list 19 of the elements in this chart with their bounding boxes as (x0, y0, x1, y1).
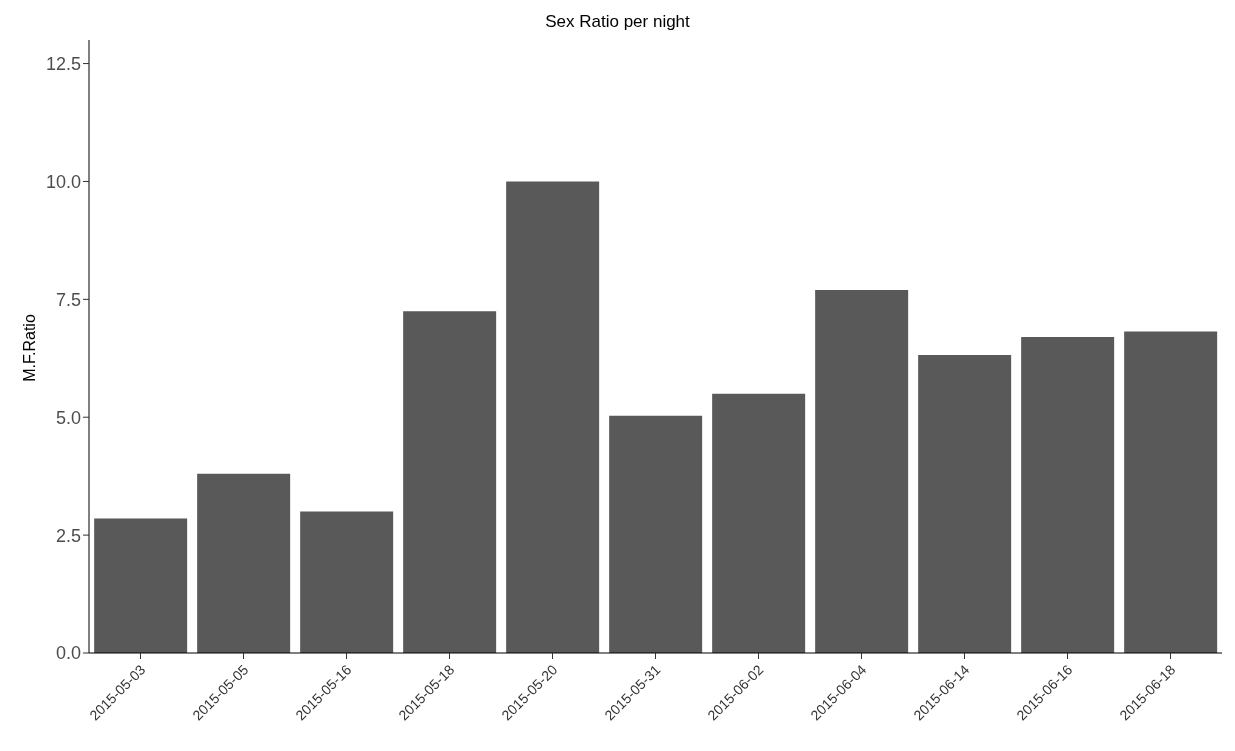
bar (609, 415, 703, 653)
bar (1124, 331, 1218, 653)
bar (918, 354, 1012, 653)
chart-title: Sex Ratio per night (544, 12, 691, 32)
bar (197, 473, 291, 653)
bar (815, 289, 909, 653)
bar (506, 181, 600, 653)
y-tick-label: 0.0 (55, 643, 81, 664)
y-tick-label: 10.0 (45, 171, 81, 192)
y-tick-label: 5.0 (55, 407, 81, 428)
bar (712, 393, 806, 653)
y-tick-label: 2.5 (55, 525, 81, 546)
bar (1021, 337, 1115, 653)
y-tick-label: 12.5 (45, 53, 81, 74)
bar (403, 311, 497, 653)
y-tick-label: 7.5 (55, 289, 81, 310)
bar (300, 511, 394, 653)
bar (94, 518, 188, 653)
y-axis-title: M.F.Ratio (21, 314, 39, 382)
